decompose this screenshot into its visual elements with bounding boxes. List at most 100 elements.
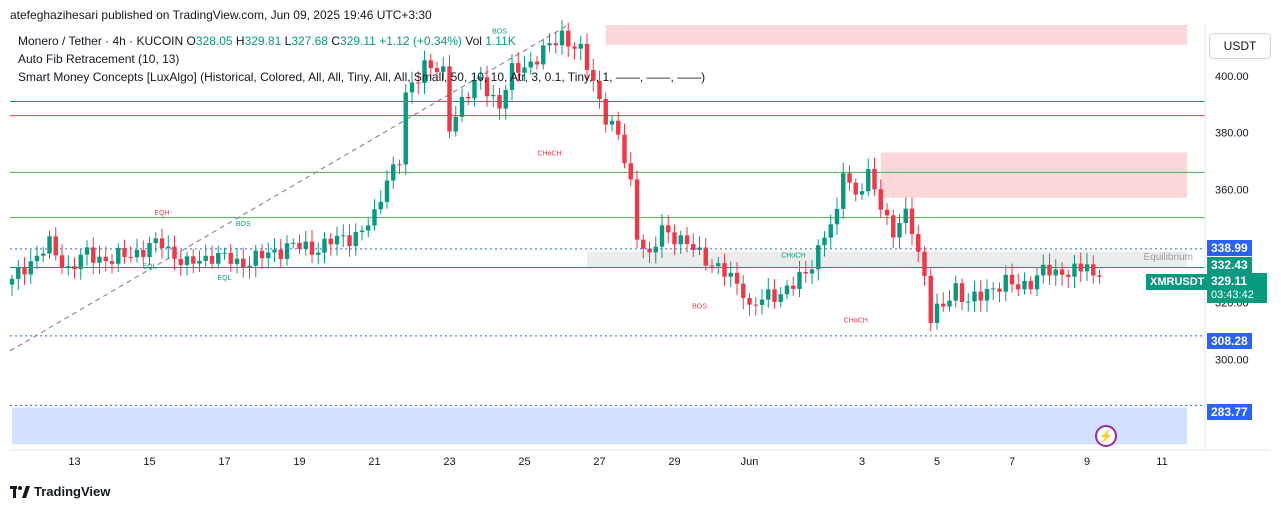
legend-close: 329.11 xyxy=(340,34,376,48)
legend-indicator-fib[interactable]: Auto Fib Retracement (10, 13) xyxy=(18,52,180,66)
candle-body xyxy=(672,232,677,245)
candle-body xyxy=(1028,280,1033,290)
candle-body xyxy=(209,255,215,264)
candle-body xyxy=(884,209,890,216)
candle-body xyxy=(559,30,565,46)
candle-body xyxy=(178,258,183,265)
currency-button[interactable]: USDT xyxy=(1209,33,1271,59)
candle-body xyxy=(828,224,833,238)
publisher-line: atefeghazihesari published on TradingVie… xyxy=(10,8,432,22)
candle-body xyxy=(878,189,883,210)
x-tick-label: 11 xyxy=(1156,456,1167,468)
x-tick-label: 15 xyxy=(143,456,155,468)
candle-body xyxy=(578,43,583,49)
candle-body xyxy=(872,169,877,190)
candle-body xyxy=(272,249,277,253)
candle-body xyxy=(959,283,965,303)
candle-body xyxy=(441,66,446,72)
tradingview-logo-icon xyxy=(10,485,30,498)
candle-body xyxy=(159,238,165,249)
candle-body xyxy=(941,303,946,307)
zone-supply-mid xyxy=(880,152,1187,198)
lightning-icon[interactable]: ⚡ xyxy=(1095,425,1117,447)
candle-body xyxy=(453,116,458,132)
candle-body xyxy=(747,297,752,305)
candle-body xyxy=(78,254,83,270)
legend-change: +1.12 (+0.34%) xyxy=(379,34,462,48)
candle-body xyxy=(978,291,983,301)
candle-body xyxy=(703,247,708,266)
candle-body xyxy=(447,66,452,132)
candle-body xyxy=(141,250,146,258)
candle-body xyxy=(328,238,333,245)
candle-body xyxy=(472,80,477,99)
candle-body xyxy=(416,82,421,84)
candle-body xyxy=(1078,263,1083,272)
y-tick-label: 380.00 xyxy=(1215,128,1249,140)
annotation-label: EQL xyxy=(142,264,156,271)
candle-body xyxy=(816,245,821,270)
candle-body xyxy=(22,267,27,275)
candle-body xyxy=(647,248,652,253)
x-tick-label: 29 xyxy=(668,456,680,468)
candle-body xyxy=(291,242,296,244)
candle-body xyxy=(716,263,721,267)
candle-body xyxy=(1084,264,1090,272)
x-tick-label: 17 xyxy=(218,456,230,468)
candle-body xyxy=(834,208,840,225)
candle-body xyxy=(434,68,440,72)
candle-body xyxy=(666,225,671,233)
annotation-label: CHoCH xyxy=(537,150,561,157)
tradingview-logo[interactable]: TradingView xyxy=(10,484,110,499)
y-tick-label: 360.00 xyxy=(1215,184,1249,196)
candle-body xyxy=(197,260,202,264)
annotation-label: Equilibrium xyxy=(1144,252,1193,263)
candle-body xyxy=(184,256,190,265)
candle-body xyxy=(247,265,252,268)
candle-body xyxy=(466,96,471,99)
annotations-layer: EQH BOS EQL EQL BOS CHoCH CHoCH BOS CHoCH Equilib… xyxy=(142,29,1192,325)
candle-body xyxy=(166,246,171,249)
candle-body xyxy=(34,255,40,262)
candle-body xyxy=(309,241,315,255)
candle-body xyxy=(909,208,915,235)
candle-body xyxy=(478,77,483,81)
candle-body xyxy=(891,215,896,238)
candle-body xyxy=(391,164,396,181)
x-tick-label: 21 xyxy=(368,456,380,468)
legend-c-label: C xyxy=(331,34,341,48)
zones-layer xyxy=(12,25,1187,445)
annotation-label: BOS xyxy=(236,221,251,228)
candle-body xyxy=(266,252,271,259)
candle-body xyxy=(778,294,783,302)
candle-body xyxy=(41,253,46,256)
candle-body xyxy=(1097,275,1102,277)
bar-countdown: 03:43:42 xyxy=(1211,289,1254,301)
annotation-label: CHoCH xyxy=(781,252,805,259)
candle-body xyxy=(1022,280,1027,290)
candle-body xyxy=(741,283,746,298)
candle-body xyxy=(1053,269,1058,276)
candle-body xyxy=(353,232,358,247)
legend-h-label: H xyxy=(235,34,245,48)
candle-body xyxy=(522,67,527,73)
candle-body xyxy=(634,179,640,240)
legend-vol-label: Vol xyxy=(465,34,482,48)
x-tick-label: 13 xyxy=(68,456,80,468)
candle-body xyxy=(659,225,665,247)
candle-body xyxy=(972,291,977,302)
legend-low: 327.68 xyxy=(291,34,329,48)
candle-body xyxy=(541,45,546,65)
candle-body xyxy=(28,261,33,275)
candle-body xyxy=(109,261,115,264)
candle-body xyxy=(134,250,140,258)
candle-body xyxy=(241,258,246,268)
candle-body xyxy=(366,225,371,231)
candle-body xyxy=(428,60,433,69)
annotation-label: EQL xyxy=(217,275,231,282)
candle-body xyxy=(191,256,196,264)
legend-indicator-smc[interactable]: Smart Money Concepts [LuxAlgo] (Historic… xyxy=(18,70,706,84)
legend-high: 329.81 xyxy=(244,34,282,48)
candle-body xyxy=(791,285,796,289)
